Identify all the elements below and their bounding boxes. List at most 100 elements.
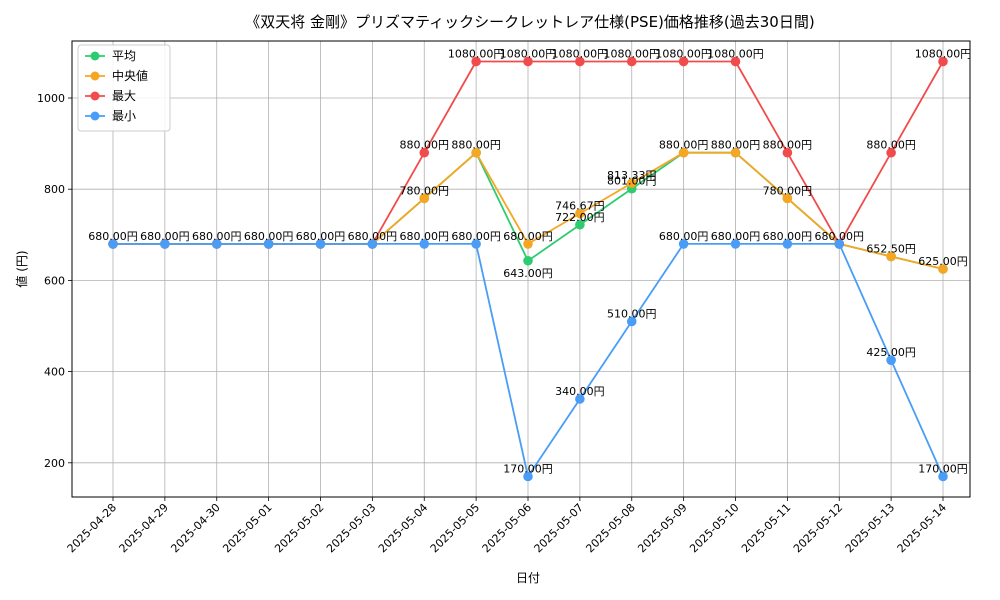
- y-tick-label: 1000: [37, 92, 65, 105]
- y-axis-ticks: 200 400 600 800 1000: [37, 92, 72, 470]
- series-point: [938, 471, 948, 482]
- data-label: 680.00円: [815, 230, 865, 243]
- data-label: 801.00円: [607, 175, 657, 188]
- data-label: 680.00円: [88, 230, 138, 243]
- series-point: [523, 239, 533, 249]
- series-point: [678, 56, 689, 67]
- series-point: [315, 239, 326, 249]
- data-label: 680.00円: [763, 230, 813, 243]
- data-label: 1080.00円: [915, 48, 972, 61]
- series-point: [886, 251, 896, 262]
- y-tick-label: 400: [44, 366, 65, 379]
- series-point: [626, 178, 637, 188]
- series-point: [523, 56, 533, 67]
- series-point: [626, 56, 637, 67]
- data-label: 680.00円: [400, 230, 450, 243]
- series-point: [471, 56, 481, 67]
- series-point: [471, 239, 481, 249]
- data-label: 625.00円: [918, 255, 968, 268]
- series-point: [211, 239, 222, 249]
- y-tick-label: 200: [44, 457, 65, 470]
- series-point: [938, 56, 948, 67]
- data-label: 780.00円: [400, 184, 450, 197]
- data-label: 510.00円: [607, 307, 657, 320]
- data-label: 680.00円: [451, 230, 501, 243]
- series-point: [108, 239, 118, 249]
- data-label: 425.00円: [866, 346, 916, 359]
- data-label: 1080.00円: [448, 48, 505, 61]
- data-label: 880.00円: [763, 139, 813, 152]
- data-label: 1080.00円: [500, 48, 557, 61]
- data-label: 340.00円: [555, 385, 605, 398]
- data-label: 880.00円: [711, 139, 761, 152]
- data-label: 1080.00円: [707, 48, 764, 61]
- legend-label: 最大: [112, 89, 136, 103]
- series-point: [523, 471, 533, 482]
- series-point: [575, 56, 585, 67]
- data-label: 722.00円: [555, 211, 605, 224]
- series-point: [626, 316, 637, 327]
- legend-swatch-marker: [90, 91, 100, 101]
- y-tick-label: 800: [44, 183, 65, 196]
- series-lines: [108, 56, 948, 482]
- series-point: [263, 239, 274, 249]
- y-tick-label: 600: [44, 274, 65, 287]
- series-point: [834, 239, 845, 249]
- x-axis-label: 日付: [516, 571, 540, 585]
- data-label: 680.00円: [140, 230, 190, 243]
- series-point: [886, 147, 896, 158]
- data-label: 680.00円: [192, 230, 242, 243]
- data-label: 680.00円: [296, 230, 346, 243]
- data-label: 880.00円: [400, 139, 450, 152]
- legend-swatch-marker: [90, 51, 100, 61]
- legend-swatch-marker: [90, 71, 100, 81]
- series-point: [782, 193, 793, 204]
- series-point: [160, 239, 170, 249]
- data-label: 680.00円: [348, 230, 398, 243]
- series-point: [419, 239, 430, 249]
- series-point: [730, 147, 741, 158]
- chart-title: 《双天将 金剛》プリズマティックシークレットレア仕様(PSE)価格推移(過去30…: [245, 13, 814, 31]
- data-label: 1080.00円: [552, 48, 609, 61]
- data-label: 780.00円: [763, 184, 813, 197]
- data-label: 880.00円: [451, 139, 501, 152]
- data-label: 652.50円: [866, 242, 916, 255]
- series-3: [108, 239, 948, 482]
- series-point: [886, 355, 896, 366]
- legend-label: 中央値: [112, 68, 148, 83]
- data-label: 813.33円: [607, 169, 657, 182]
- series-point: [419, 147, 430, 158]
- legend-label: 最小: [112, 109, 136, 123]
- data-label: 680.00円: [711, 230, 761, 243]
- grid-lines: [72, 41, 970, 497]
- series-point: [523, 255, 533, 266]
- series-point: [678, 147, 689, 158]
- data-label: 680.00円: [659, 230, 709, 243]
- plot-area-frame: [71, 40, 971, 498]
- series-point: [367, 239, 378, 249]
- series-point: [782, 239, 793, 249]
- data-label: 680.00円: [503, 230, 553, 243]
- series-point: [730, 56, 741, 67]
- legend-label: 平均: [112, 49, 136, 63]
- y-axis-label: 値 (円): [14, 250, 29, 287]
- data-label: 680.00円: [244, 230, 294, 243]
- data-label: 1080.00円: [655, 48, 712, 61]
- series-point: [575, 219, 585, 230]
- series-point: [471, 147, 481, 158]
- data-label: 880.00円: [659, 139, 709, 152]
- data-label: 1080.00円: [604, 48, 661, 61]
- data-label: 880.00円: [866, 139, 916, 152]
- legend-swatch-marker: [90, 111, 100, 121]
- series-point: [419, 193, 430, 204]
- data-label: 170.00円: [918, 462, 968, 475]
- series-point: [575, 208, 585, 219]
- data-label: 170.00円: [503, 462, 553, 475]
- data-label: 746.67円: [555, 200, 605, 213]
- series-point: [730, 239, 741, 249]
- series-point: [575, 394, 585, 404]
- series-point: [782, 147, 793, 158]
- data-labels: 680.00円 680.00円 680.00円 680.00円 680.00円 680.0…: [88, 48, 971, 476]
